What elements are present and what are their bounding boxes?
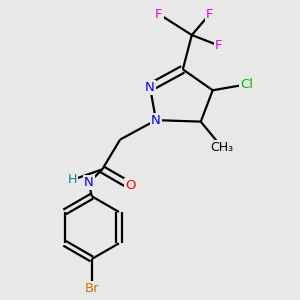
Text: H: H	[68, 173, 77, 186]
Text: F: F	[155, 8, 163, 21]
Text: O: O	[125, 179, 136, 192]
Text: CH₃: CH₃	[210, 140, 233, 154]
Text: F: F	[215, 39, 222, 52]
Text: Br: Br	[85, 282, 99, 296]
Text: Cl: Cl	[241, 78, 254, 91]
Text: F: F	[206, 8, 214, 21]
Text: N: N	[145, 81, 155, 94]
Text: N: N	[151, 114, 161, 127]
Text: N: N	[84, 176, 94, 189]
